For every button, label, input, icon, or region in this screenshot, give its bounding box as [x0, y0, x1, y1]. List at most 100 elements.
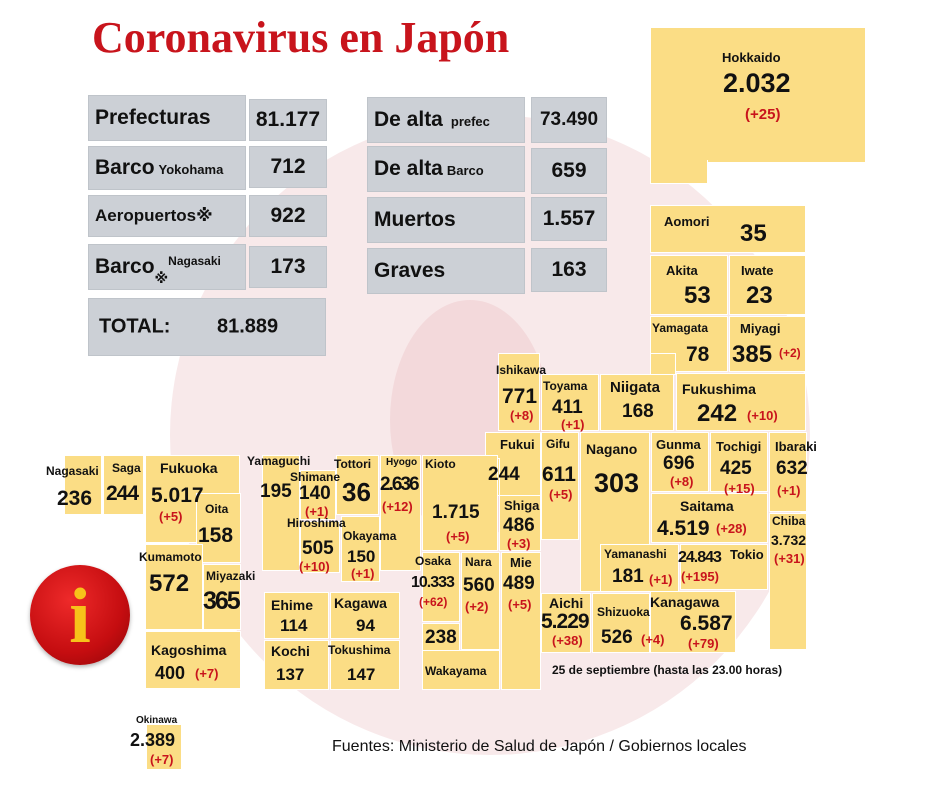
okinawa-value: 2.389	[130, 730, 176, 750]
prefecture-gifu	[541, 432, 579, 540]
gifu-value: 611	[542, 463, 576, 486]
osaka-name: Osaka	[415, 554, 452, 568]
ehime-name: Ehime	[271, 597, 314, 613]
summary-barco-nagasaki-mark: ※	[154, 270, 169, 286]
ibaraki-name: Ibaraki	[775, 439, 817, 454]
summary-aeropuertos-value-box: 922	[249, 195, 327, 237]
summary-muertos-value-box: 1.557	[531, 197, 607, 241]
prefecture-saga	[103, 455, 144, 515]
shiga-delta: (+3)	[507, 536, 531, 551]
niigata-value: 168	[622, 401, 654, 422]
shimane-name: Shimane	[290, 470, 341, 484]
gifu-name: Gifu	[546, 437, 570, 451]
hiroshima-delta: (+10)	[299, 559, 330, 574]
summary-barco-nagasaki-label-box: Barco※ Nagasaki	[88, 244, 246, 290]
summary-prefecturas-value: 81.177	[255, 108, 321, 131]
fukushima-name: Fukushima	[682, 381, 756, 397]
summary-de-alta-prefec-value-box: 73.490	[531, 97, 607, 143]
akita-name: Akita	[666, 263, 698, 278]
yamaguchi-name: Yamaguchi	[247, 454, 311, 468]
tochigi-delta: (+15)	[724, 481, 755, 496]
summary-graves-value-box: 163	[531, 248, 607, 292]
summary-graves-label-box: Graves	[367, 248, 525, 294]
akita-value: 53	[684, 282, 711, 309]
saga-name: Saga	[112, 461, 141, 475]
summary-de-alta-barco-label-box: De alta Barco	[367, 146, 525, 192]
miyagi-value: 385	[732, 341, 773, 368]
saga-value: 244	[106, 482, 139, 505]
summary-de-alta-barco-sub: Barco	[446, 163, 484, 178]
saitama-name: Saitama	[680, 498, 734, 514]
kumamoto-value: 572	[149, 570, 190, 597]
nagano-value: 303	[594, 468, 640, 498]
kanagawa-delta: (+79)	[688, 636, 719, 651]
summary-graves-value: 163	[551, 258, 587, 281]
summary-muertos-label-box: Muertos	[367, 197, 525, 243]
kanagawa-value: 6.587	[680, 612, 733, 635]
fukushima-value: 242	[697, 400, 738, 427]
shimane-value: 140	[299, 483, 331, 504]
kagoshima-name: Kagoshima	[151, 642, 227, 658]
prefecture-okayama	[341, 516, 380, 582]
prefecture-hokkaido	[650, 27, 866, 163]
ishikawa-value: 771	[502, 385, 538, 408]
summary-barco-yokohama-value: 712	[270, 155, 306, 178]
gunma-name: Gunma	[656, 437, 701, 452]
fukuoka-delta: (+5)	[159, 509, 183, 524]
prefecture-hokkaido-tail	[650, 160, 708, 184]
prefecture-gunma	[651, 432, 709, 492]
prefecture-osaka	[422, 552, 460, 622]
toyama-delta: (+1)	[561, 417, 585, 432]
ehime-value: 114	[280, 616, 308, 635]
summary-de-alta-prefec-sub: prefec	[450, 114, 490, 129]
mie-value: 489	[503, 573, 535, 594]
oita-name: Oita	[205, 502, 229, 516]
saitama-value: 4.519	[657, 517, 710, 540]
shiga-name: Shiga	[504, 498, 540, 513]
chiba-delta: (+31)	[774, 551, 805, 566]
nagasaki-value: 236	[57, 487, 93, 510]
aichi-name: Aichi	[549, 595, 584, 611]
wakayama-value: 238	[425, 627, 457, 648]
yamagata-value: 78	[686, 343, 710, 366]
gifu-delta: (+5)	[549, 487, 573, 502]
okinawa-delta: (+7)	[150, 752, 174, 767]
prefecture-wakayama	[422, 650, 500, 690]
ishikawa-delta: (+8)	[510, 408, 534, 423]
summary-barco-yokohama-value-box: 712	[249, 146, 327, 188]
nara-name: Nara	[465, 555, 492, 569]
summary-muertos-label: Muertos	[374, 208, 456, 231]
prefecture-miyagi	[729, 316, 806, 372]
hyogo-value: 2.636	[380, 474, 420, 495]
prefecture-nara	[461, 552, 500, 650]
kioto-value: 1.715	[432, 502, 480, 523]
summary-aeropuertos-label: Aeropuertos	[95, 206, 197, 225]
summary-barco-nagasaki-sub: Nagasaki	[168, 254, 221, 268]
hokkaido-name: Hokkaido	[722, 50, 781, 65]
shizuoka-value: 526	[601, 627, 633, 648]
ibaraki-delta: (+1)	[777, 483, 801, 498]
prefecture-kumamoto	[145, 544, 203, 630]
hokkaido-delta: (+25)	[745, 106, 781, 123]
prefecture-ishikawa	[498, 353, 540, 431]
oita-value: 158	[198, 524, 234, 547]
hokkaido-value: 2.032	[723, 68, 791, 98]
prefecture-miyazaki	[203, 564, 241, 630]
gunma-delta: (+8)	[670, 474, 694, 489]
summary-aeropuertos-value: 922	[270, 204, 306, 227]
prefecture-akita	[650, 255, 728, 315]
miyagi-delta: (+2)	[779, 346, 801, 360]
prefecture-niigata-top	[650, 353, 676, 375]
prefecture-okinawa	[146, 724, 182, 770]
nara-value: 560	[463, 575, 495, 596]
summary-barco-nagasaki-value: 173	[270, 255, 306, 278]
summary-de-alta-prefec-value: 73.490	[539, 109, 599, 130]
iwate-value: 23	[746, 282, 773, 309]
page-title: Coronavirus en Japón	[92, 13, 510, 62]
aomori-value: 35	[740, 220, 767, 247]
summary-de-alta-barco-value-box: 659	[531, 148, 607, 194]
info-icon: i	[30, 565, 130, 665]
summary-aeropuertos-mark: ※	[196, 206, 213, 225]
fukui-value: 244	[488, 464, 520, 485]
summary-muertos-value: 1.557	[542, 207, 596, 230]
